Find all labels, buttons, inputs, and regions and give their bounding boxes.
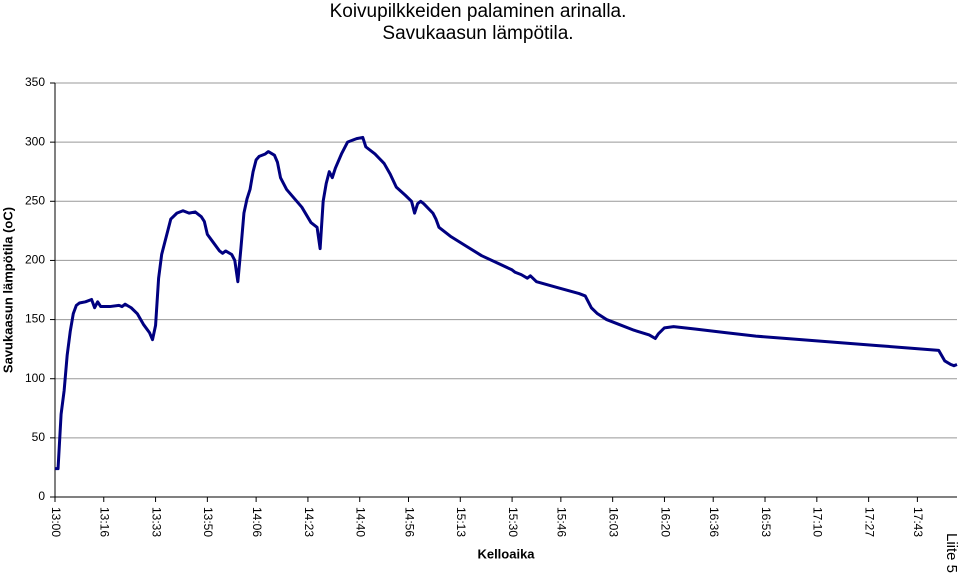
x-tick-label: 13:16 [98,507,112,537]
y-axis-label: Savukaasun lämpötila (oC) [0,207,15,373]
y-tick-label: 350 [25,75,45,89]
y-tick-label: 100 [25,371,45,385]
chart-title: Koivupilkkeiden palaminen arinalla. [330,1,627,22]
x-tick-label: 14:23 [302,507,316,537]
chart-title: Savukaasun lämpötila. [382,23,573,44]
x-tick-label: 16:20 [658,507,672,537]
x-tick-label: 17:27 [862,507,876,537]
x-axis-label: Kelloaika [477,546,535,561]
y-tick-label: 250 [25,193,45,207]
x-tick-label: 13:00 [49,507,63,537]
x-tick-label: 15:13 [454,507,468,537]
x-tick-label: 14:06 [250,507,264,537]
x-tick-label: 14:40 [354,507,368,537]
x-tick-label: 17:43 [911,507,925,537]
x-tick-label: 16:36 [707,507,721,537]
y-tick-label: 300 [25,134,45,148]
x-tick-label: 13:50 [201,507,215,537]
x-tick-label: 16:03 [606,507,620,537]
y-tick-label: 50 [32,430,46,444]
x-tick-label: 15:46 [555,507,569,537]
x-tick-label: 14:56 [402,507,416,537]
x-tick-label: 17:10 [811,507,825,537]
y-tick-label: 200 [25,253,45,267]
y-tick-label: 0 [38,489,45,503]
x-tick-label: 15:30 [506,507,520,537]
y-tick-label: 150 [25,312,45,326]
annotation: Liite 5 [943,533,960,573]
data-line [55,135,958,471]
x-tick-label: 13:33 [149,507,163,537]
x-tick-label: 16:53 [759,507,773,537]
